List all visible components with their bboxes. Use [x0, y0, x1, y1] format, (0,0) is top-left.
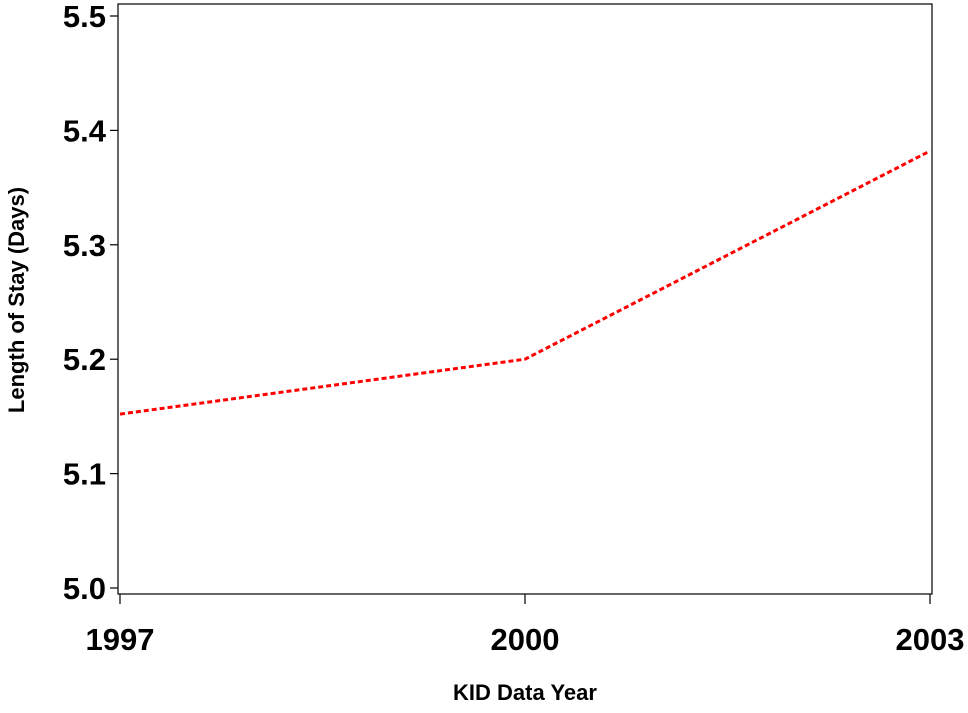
x-axis-title: KID Data Year	[453, 680, 597, 705]
y-axis-title: Length of Stay (Days)	[4, 187, 29, 413]
x-axis: 1997 2000 2003	[86, 594, 965, 657]
y-tick-label: 5.5	[63, 0, 106, 34]
x-tick-label: 1997	[86, 622, 155, 657]
y-tick-label: 5.0	[63, 571, 106, 606]
y-axis: 5.0 5.1 5.2 5.3 5.4 5.5	[63, 0, 118, 606]
x-tick-label: 2000	[491, 622, 560, 657]
y-tick-label: 5.2	[63, 342, 106, 377]
plot-frame	[118, 4, 932, 594]
x-tick-label: 2003	[896, 622, 965, 657]
series-line	[120, 151, 930, 414]
y-tick-label: 5.1	[63, 457, 106, 492]
y-tick-label: 5.4	[63, 113, 107, 148]
series-layer	[120, 151, 930, 414]
y-tick-label: 5.3	[63, 228, 106, 263]
